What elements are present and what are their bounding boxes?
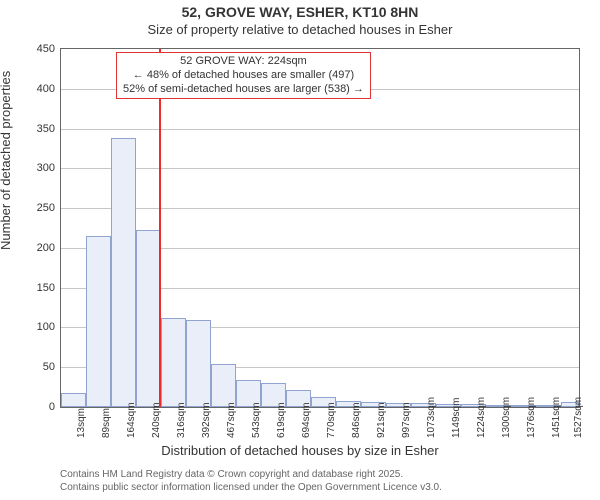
y-axis-label: Number of detached properties bbox=[0, 71, 13, 250]
callout-line-2: ← 48% of detached houses are smaller (49… bbox=[123, 69, 364, 83]
x-tick-label: 240sqm bbox=[151, 402, 162, 438]
callout-line-3: 52% of semi-detached houses are larger (… bbox=[123, 83, 364, 97]
y-tick-label: 450 bbox=[23, 43, 55, 55]
x-tick-label: 467sqm bbox=[226, 402, 237, 438]
x-tick-label: 1527sqm bbox=[573, 397, 584, 438]
x-tick-label: 1376sqm bbox=[526, 397, 537, 438]
y-tick-label: 150 bbox=[23, 282, 55, 294]
histogram-bar bbox=[211, 364, 236, 407]
x-tick-label: 770sqm bbox=[326, 402, 337, 438]
footer-line-1: Contains HM Land Registry data © Crown c… bbox=[60, 469, 442, 482]
y-tick-label: 100 bbox=[23, 321, 55, 333]
x-tick-label: 619sqm bbox=[276, 402, 287, 438]
footer-attribution: Contains HM Land Registry data © Crown c… bbox=[60, 469, 442, 494]
x-tick-label: 921sqm bbox=[376, 402, 387, 438]
histogram-bar bbox=[161, 318, 186, 407]
histogram-bar bbox=[61, 393, 86, 407]
footer-line-2: Contains public sector information licen… bbox=[60, 482, 442, 495]
gridline bbox=[61, 208, 579, 209]
chart-title: 52, GROVE WAY, ESHER, KT10 8HN bbox=[0, 4, 600, 20]
x-tick-label: 543sqm bbox=[251, 402, 262, 438]
x-tick-label: 694sqm bbox=[301, 402, 312, 438]
y-tick-label: 50 bbox=[23, 361, 55, 373]
y-tick-label: 300 bbox=[23, 162, 55, 174]
x-axis-label: Distribution of detached houses by size … bbox=[0, 443, 600, 458]
x-tick-label: 1224sqm bbox=[476, 397, 487, 438]
plot-area: 05010015020025030035040045013sqm89sqm164… bbox=[60, 48, 580, 408]
x-tick-label: 1149sqm bbox=[451, 398, 462, 438]
callout-line-1: 52 GROVE WAY: 224sqm bbox=[123, 55, 364, 69]
callout-box: 52 GROVE WAY: 224sqm ← 48% of detached h… bbox=[116, 52, 371, 99]
histogram-bar bbox=[86, 236, 111, 407]
y-tick-label: 200 bbox=[23, 242, 55, 254]
property-marker-line bbox=[159, 49, 161, 407]
histogram-bar bbox=[136, 230, 161, 407]
x-tick-label: 392sqm bbox=[201, 402, 212, 438]
x-tick-label: 1073sqm bbox=[426, 397, 437, 438]
y-tick-label: 250 bbox=[23, 202, 55, 214]
gridline bbox=[61, 168, 579, 169]
x-tick-label: 846sqm bbox=[351, 402, 362, 438]
x-tick-label: 316sqm bbox=[176, 402, 187, 438]
chart-subtitle: Size of property relative to detached ho… bbox=[0, 22, 600, 37]
histogram-bar bbox=[111, 138, 136, 407]
y-tick-label: 350 bbox=[23, 123, 55, 135]
x-tick-label: 13sqm bbox=[76, 408, 87, 438]
gridline bbox=[61, 129, 579, 130]
x-tick-label: 1451sqm bbox=[551, 397, 562, 438]
x-tick-label: 89sqm bbox=[101, 408, 112, 438]
x-tick-label: 997sqm bbox=[401, 402, 412, 438]
y-tick-label: 400 bbox=[23, 83, 55, 95]
histogram-bar bbox=[186, 320, 211, 408]
x-tick-label: 164sqm bbox=[126, 402, 137, 438]
x-tick-label: 1300sqm bbox=[501, 397, 512, 438]
y-tick-label: 0 bbox=[23, 401, 55, 413]
